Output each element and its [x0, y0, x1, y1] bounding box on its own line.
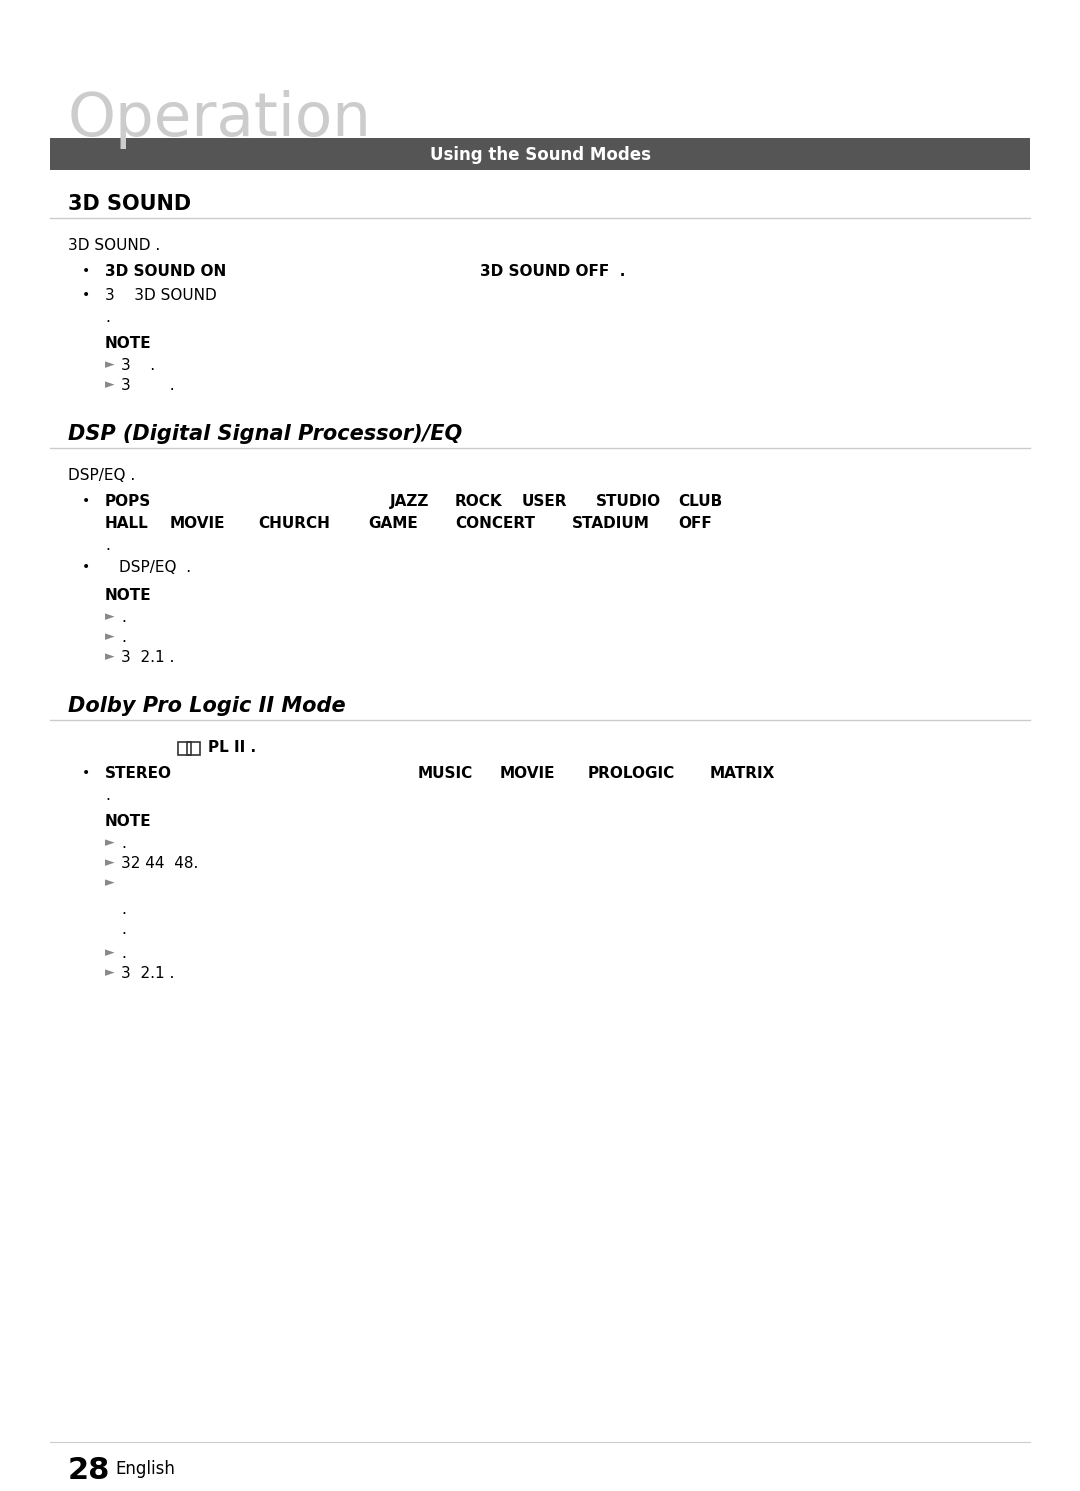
- Text: MATRIX: MATRIX: [710, 766, 775, 781]
- Text: DSP (Digital Signal Processor)/EQ: DSP (Digital Signal Processor)/EQ: [68, 423, 462, 444]
- Text: .: .: [121, 945, 126, 962]
- Text: .: .: [121, 836, 126, 851]
- Text: ►: ►: [105, 945, 114, 959]
- Text: ►: ►: [105, 856, 114, 869]
- Text: ►: ►: [105, 379, 114, 391]
- Text: PL II .: PL II .: [208, 740, 256, 754]
- Text: 3  2.1 .: 3 2.1 .: [121, 966, 174, 981]
- Text: 3    3D SOUND: 3 3D SOUND: [105, 288, 217, 303]
- Text: •: •: [82, 561, 91, 574]
- Text: Operation: Operation: [68, 89, 372, 149]
- Bar: [187, 743, 200, 754]
- Text: NOTE: NOTE: [105, 587, 151, 602]
- Text: .: .: [121, 902, 126, 917]
- Text: USER: USER: [522, 494, 567, 508]
- Text: 3    .: 3 .: [121, 358, 156, 373]
- Text: •: •: [82, 264, 91, 277]
- Text: ►: ►: [105, 650, 114, 663]
- Text: POPS: POPS: [105, 494, 151, 508]
- Text: ►: ►: [105, 836, 114, 848]
- Text: GAME: GAME: [368, 516, 418, 531]
- Text: MOVIE: MOVIE: [170, 516, 226, 531]
- Text: ►: ►: [105, 358, 114, 371]
- Text: Dolby Pro Logic II Mode: Dolby Pro Logic II Mode: [68, 696, 346, 716]
- Text: Using the Sound Modes: Using the Sound Modes: [430, 146, 650, 164]
- Text: .: .: [121, 631, 126, 646]
- Text: 3D SOUND ON: 3D SOUND ON: [105, 264, 226, 279]
- Text: 3D SOUND .: 3D SOUND .: [68, 239, 160, 253]
- Text: CONCERT: CONCERT: [455, 516, 535, 531]
- Text: STUDIO: STUDIO: [596, 494, 661, 508]
- Text: .: .: [105, 538, 110, 553]
- Text: HALL: HALL: [105, 516, 149, 531]
- Text: DSP/EQ  .: DSP/EQ .: [119, 561, 191, 576]
- Text: ►: ►: [105, 877, 114, 889]
- Bar: [50, 139, 1030, 170]
- Text: ►: ►: [105, 631, 114, 643]
- Text: NOTE: NOTE: [105, 335, 151, 350]
- Text: ROCK: ROCK: [455, 494, 502, 508]
- Text: 32 44  48.: 32 44 48.: [121, 856, 199, 871]
- Text: 3        .: 3 .: [121, 379, 175, 394]
- Bar: [178, 743, 191, 754]
- Text: .: .: [121, 921, 126, 936]
- Text: STADIUM: STADIUM: [572, 516, 650, 531]
- Text: •: •: [82, 766, 91, 780]
- Text: .: .: [105, 789, 110, 804]
- Text: PROLOGIC: PROLOGIC: [588, 766, 675, 781]
- Text: ►: ►: [105, 610, 114, 623]
- Text: MOVIE: MOVIE: [500, 766, 555, 781]
- Text: 3  2.1 .: 3 2.1 .: [121, 650, 174, 665]
- Text: .: .: [121, 610, 126, 625]
- Text: 3D SOUND OFF  .: 3D SOUND OFF .: [480, 264, 625, 279]
- Text: OFF: OFF: [678, 516, 712, 531]
- Text: ►: ►: [105, 966, 114, 980]
- Text: •: •: [82, 494, 91, 508]
- Text: 28: 28: [68, 1457, 110, 1485]
- Text: JAZZ: JAZZ: [390, 494, 430, 508]
- Text: STEREO: STEREO: [105, 766, 172, 781]
- Text: DSP/EQ .: DSP/EQ .: [68, 468, 135, 483]
- Text: CHURCH: CHURCH: [258, 516, 329, 531]
- Text: •: •: [82, 288, 91, 303]
- Text: .: .: [105, 310, 110, 325]
- Text: CLUB: CLUB: [678, 494, 723, 508]
- Text: MUSIC: MUSIC: [418, 766, 473, 781]
- Text: 3D SOUND: 3D SOUND: [68, 194, 191, 215]
- Text: English: English: [114, 1460, 175, 1478]
- Text: NOTE: NOTE: [105, 814, 151, 829]
